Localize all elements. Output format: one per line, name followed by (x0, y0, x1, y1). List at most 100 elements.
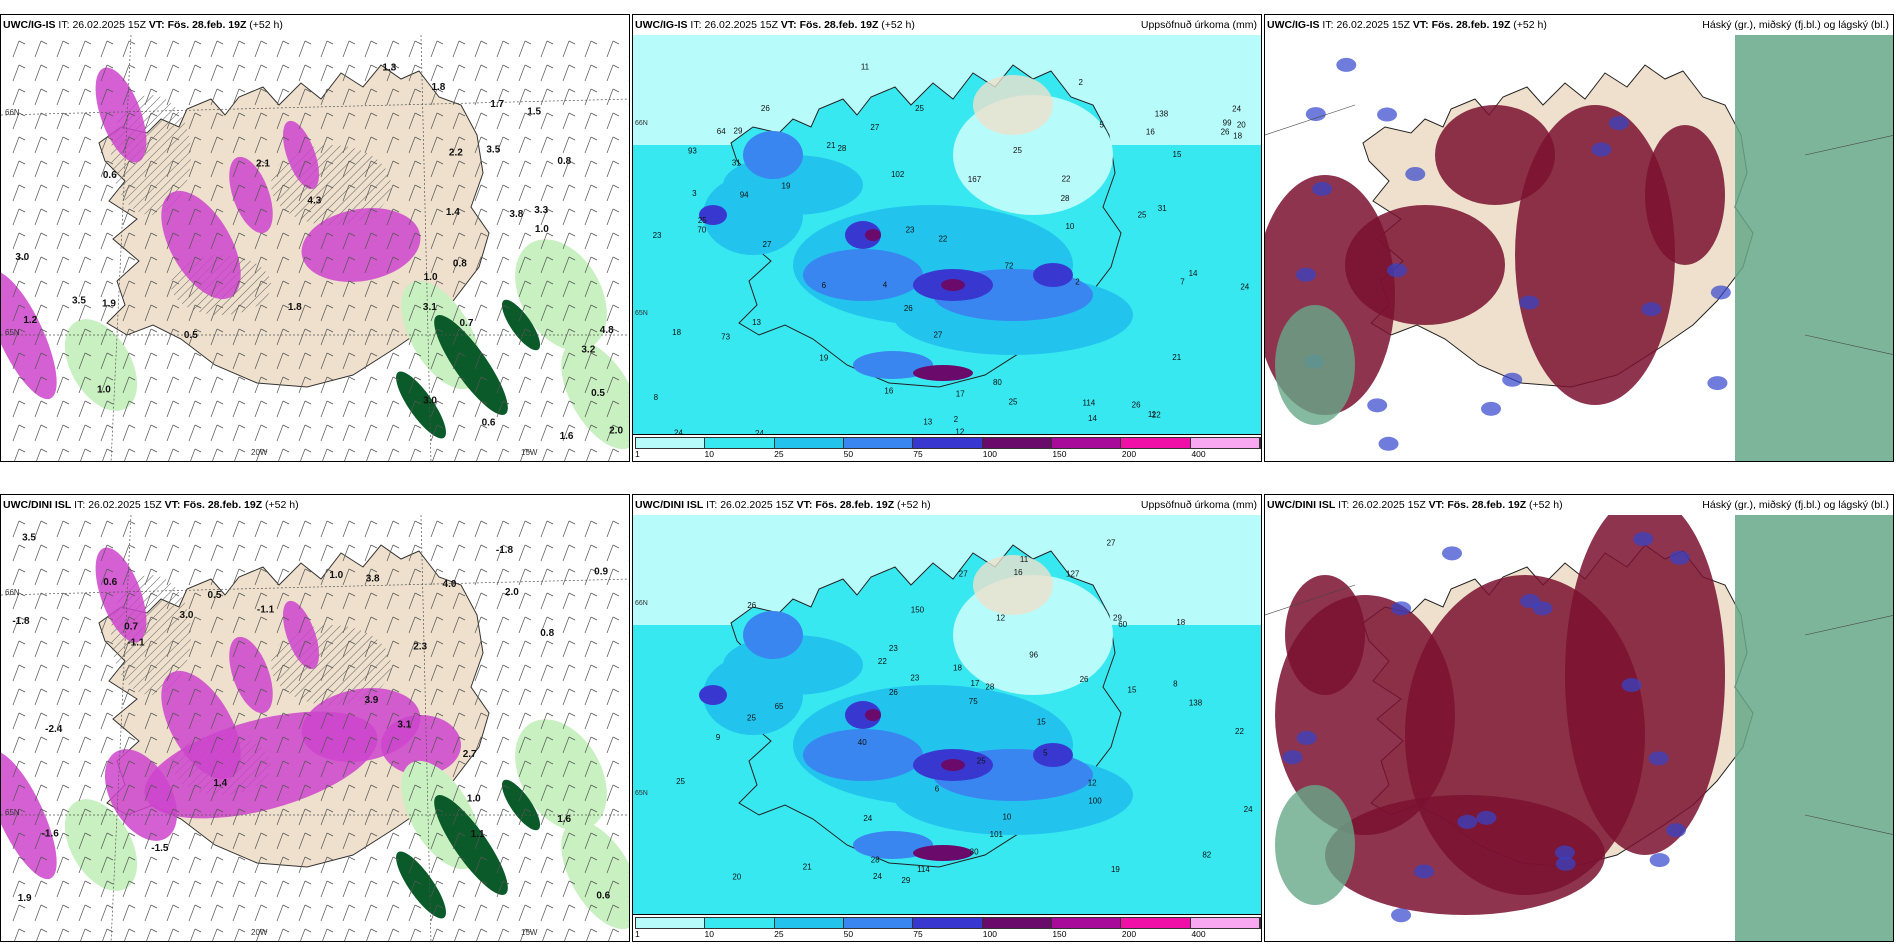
wind-barb (56, 808, 70, 826)
wind-barb (430, 712, 444, 730)
point-value: 28 (837, 144, 846, 153)
legend-tick: 25 (774, 929, 784, 939)
wind-barb (628, 752, 629, 753)
wind-barb (122, 64, 136, 82)
point-value: 22 (1235, 727, 1244, 736)
wind-barb (298, 568, 312, 586)
wind-barb (628, 392, 629, 393)
wind-barb (474, 352, 488, 370)
wind-barb (474, 520, 488, 538)
wind-barb (100, 664, 114, 682)
point-value: 3.5 (22, 532, 36, 543)
point-value: 7 (1180, 277, 1185, 286)
map-panel: UWC/IG-IS IT: 26.02.2025 15Z VT: Fös. 28… (1264, 14, 1894, 462)
wind-barb (408, 736, 422, 754)
wind-barb (166, 544, 180, 562)
wind-barb (34, 400, 48, 418)
wind-barb (584, 760, 598, 778)
wind-barb (276, 424, 290, 442)
wind-barb (232, 256, 246, 274)
panel-header: UWC/DINI ISL IT: 26.02.2025 15Z VT: Fös.… (633, 495, 1261, 515)
wind-barb (474, 400, 488, 418)
wind-barb (584, 808, 598, 826)
point-value: 3.1 (423, 302, 437, 313)
wind-barb (474, 256, 488, 274)
point-value: 23 (906, 225, 915, 234)
wind-barb (408, 64, 422, 82)
wind-barb (606, 712, 620, 730)
wind-barb (562, 568, 576, 586)
wind-barb (166, 856, 180, 874)
point-value: 16 (1146, 128, 1155, 137)
wind-barb (232, 760, 246, 778)
wind-barb (210, 64, 224, 82)
wind-barb (386, 544, 400, 562)
wind-barb (408, 424, 422, 442)
point-value: 96 (1029, 651, 1038, 660)
wind-barb (276, 760, 290, 778)
wind-barb (474, 184, 488, 202)
wind-barb (276, 688, 290, 706)
wind-barb (586, 448, 598, 461)
point-value: 5 (1043, 749, 1048, 758)
wind-barb (562, 616, 576, 634)
wind-barb (34, 568, 48, 586)
init-time: 26.02.2025 15Z (88, 499, 162, 511)
wind-barb (100, 808, 114, 826)
point-value: 29 (901, 876, 910, 885)
wind-barb (364, 784, 378, 802)
point-value: 1.9 (102, 298, 116, 309)
wind-barb (628, 416, 629, 417)
wind-barb (166, 304, 180, 322)
wind-barb (78, 520, 92, 538)
panel-header: UWC/IG-IS IT: 26.02.2025 15Z VT: Fös. 28… (633, 15, 1261, 35)
wind-barb (166, 280, 180, 298)
wind-barb (100, 616, 114, 634)
wind-barb (342, 424, 356, 442)
legend-tick: 10 (704, 929, 715, 939)
wind-barb (518, 136, 532, 154)
wind-barb (452, 664, 466, 682)
wind-barb (102, 448, 114, 461)
legend-swatch (843, 918, 914, 928)
wind-barb (122, 520, 136, 538)
point-value: 5 (1099, 120, 1104, 129)
wind-barb (562, 808, 576, 826)
forecast-map (1265, 35, 1893, 461)
wind-barb (386, 904, 400, 922)
model-name: UWC/DINI ISL (635, 499, 704, 511)
wind-barb (298, 520, 312, 538)
wind-barb (606, 592, 620, 610)
wind-barb (496, 400, 510, 418)
wind-barb (540, 544, 554, 562)
wind-barb (386, 280, 400, 298)
legend-tick: 100 (982, 929, 997, 939)
panel-title: Háský (gr.), miðský (fj.bl.) og lágský (… (1702, 19, 1889, 31)
wind-barb (122, 760, 136, 778)
wind-barb (540, 856, 554, 874)
wind-barb (584, 904, 598, 922)
wind-barb (56, 520, 70, 538)
wind-barb (474, 808, 488, 826)
wind-barb (584, 352, 598, 370)
wind-barb (34, 304, 48, 322)
wind-barb (606, 736, 620, 754)
wind-barb (496, 808, 510, 826)
wind-barb (320, 232, 334, 250)
wind-barb (562, 136, 576, 154)
point-value: 2.1 (256, 159, 270, 170)
wind-barb (298, 544, 312, 562)
point-value: 15 (1128, 685, 1137, 694)
wind-barb (12, 424, 26, 442)
wind-barb (562, 160, 576, 178)
point-value: 101 (990, 830, 1004, 839)
wind-barb (188, 88, 202, 106)
wind-barb (34, 664, 48, 682)
wind-barb (518, 664, 532, 682)
wind-barb (342, 592, 356, 610)
wind-barb (12, 40, 26, 58)
point-value: 1.2 (23, 315, 37, 326)
wind-barb (56, 184, 70, 202)
valid-time: Fös. 28.feb. 19Z (167, 19, 247, 31)
wind-barb (188, 832, 202, 850)
